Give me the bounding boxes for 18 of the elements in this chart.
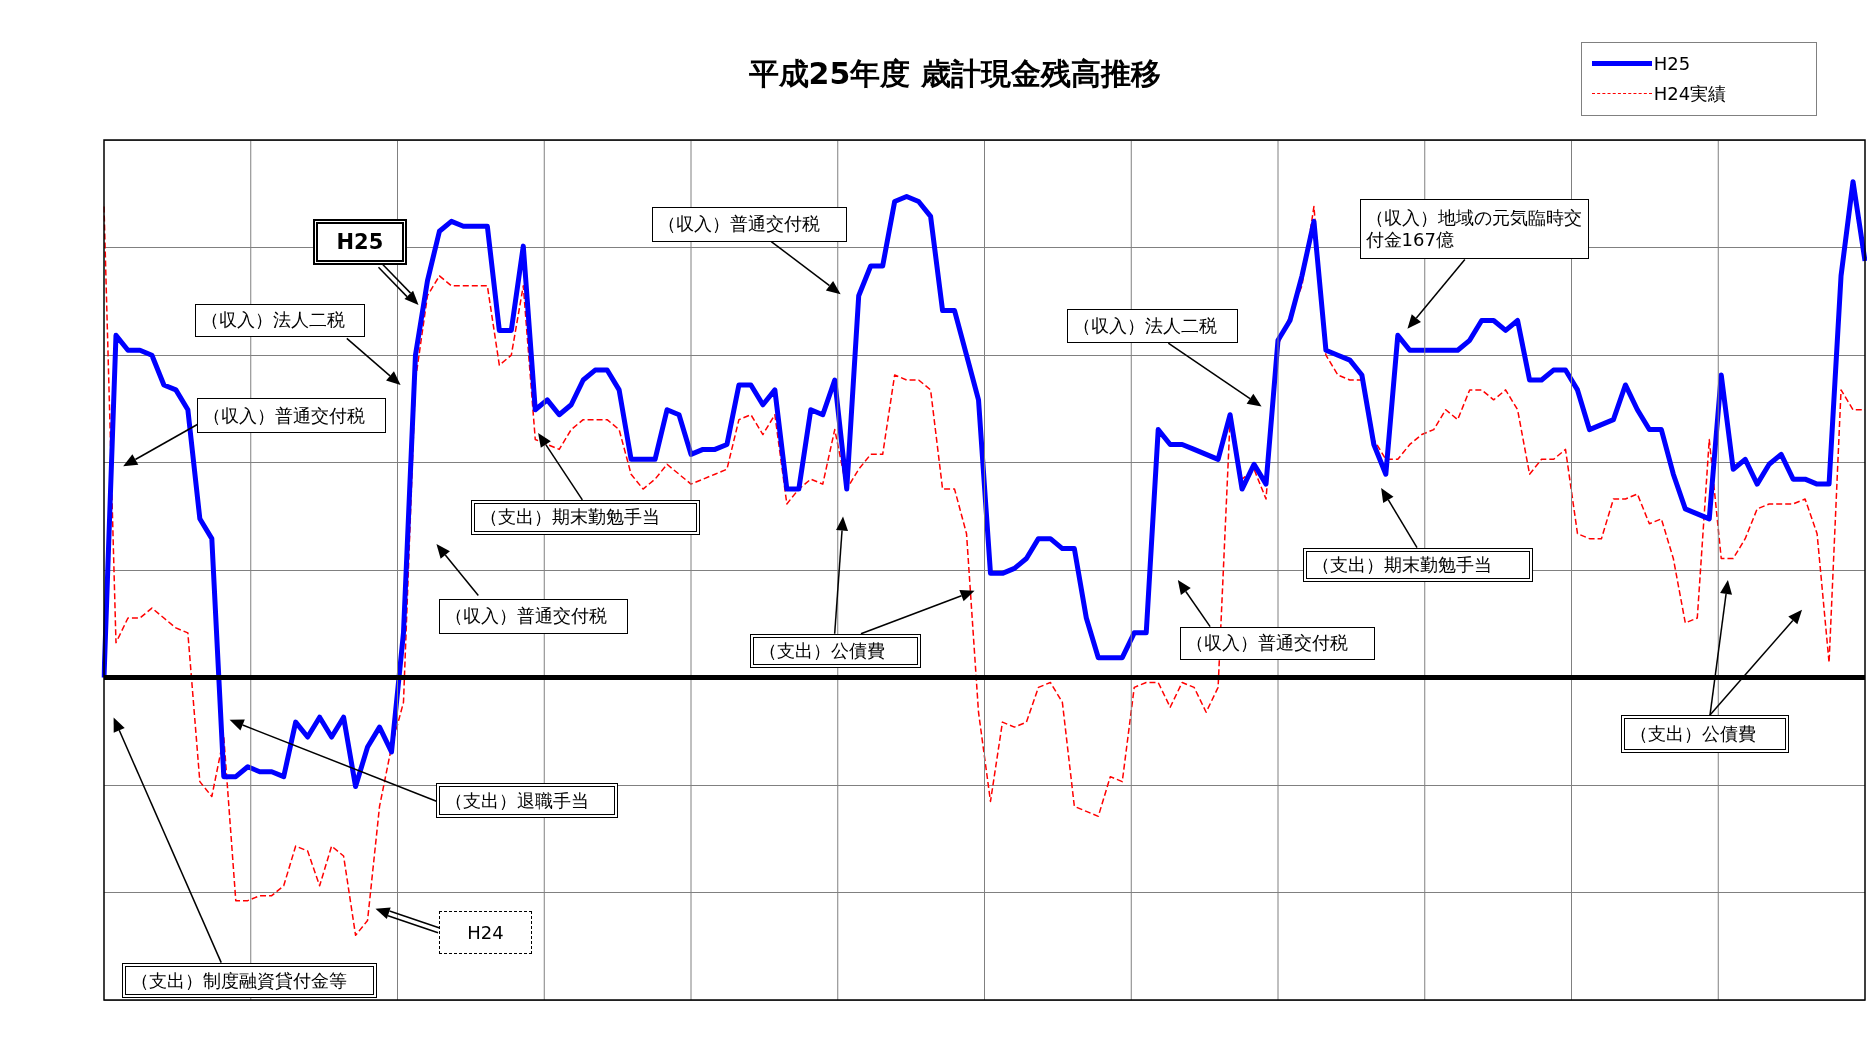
legend-label: H24実績 <box>1653 81 1727 106</box>
legend-label: H25 <box>1653 53 1691 75</box>
annotation: H24 <box>438 911 533 955</box>
annotation: （収入）法人二税 <box>194 303 365 338</box>
annotation: （支出）公債費 <box>1621 715 1789 754</box>
annotation: （支出）期末勤勉手当 <box>1303 547 1533 583</box>
chart-title: 平成25年度 歳計現金残高推移 <box>748 55 1161 91</box>
annotation: （収入）法人二税 <box>1066 308 1238 344</box>
annotation: （支出）期末勤勉手当 <box>471 499 700 535</box>
annotation: （支出）退職手当 <box>436 783 619 818</box>
annotation: （収入）普通交付税 <box>197 398 387 433</box>
annotation: H25 <box>313 218 407 266</box>
text: （支出）制度融資貸付金等 <box>121 962 377 999</box>
annotation: （収入）普通交付税 <box>1180 626 1376 661</box>
annotation: （収入）地域の元気臨時交付金167億 <box>1359 198 1590 260</box>
annotation: （支出）公債費 <box>749 633 921 669</box>
annotation: （収入）普通交付税 <box>438 599 628 634</box>
annotation: （収入）普通交付税 <box>651 206 847 242</box>
